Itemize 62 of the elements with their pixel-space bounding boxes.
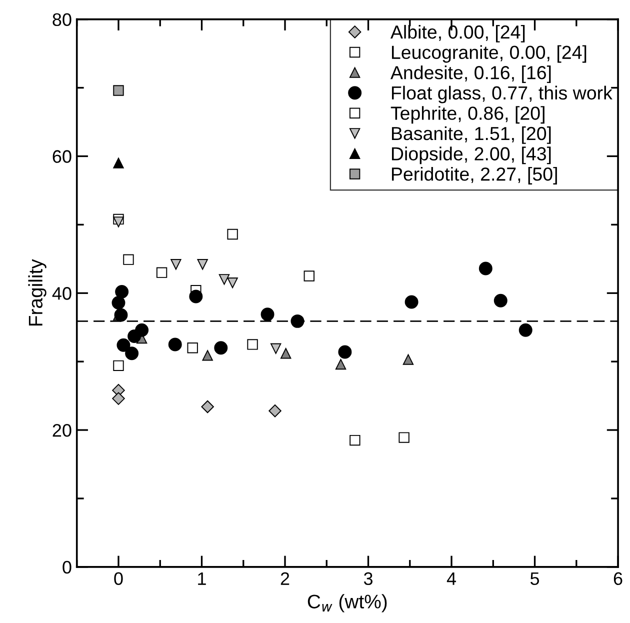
point bbox=[201, 400, 214, 414]
point bbox=[113, 158, 124, 168]
point bbox=[404, 295, 418, 309]
point bbox=[518, 323, 532, 337]
point bbox=[338, 345, 352, 359]
point bbox=[168, 338, 182, 352]
x-tick-label: 2 bbox=[280, 572, 290, 585]
point bbox=[123, 254, 134, 265]
point bbox=[227, 278, 238, 288]
point bbox=[335, 358, 346, 370]
point bbox=[350, 434, 360, 446]
point bbox=[187, 342, 198, 354]
point bbox=[197, 259, 208, 270]
x-tick-label: 4 bbox=[446, 572, 456, 585]
point bbox=[247, 339, 258, 350]
point bbox=[125, 346, 139, 360]
legend-label: Tephrite, 0.86, [20] bbox=[390, 106, 544, 124]
point bbox=[116, 338, 130, 352]
legend-label: Float glass, 0.77, this work bbox=[392, 86, 612, 104]
y-tick-label: 0 bbox=[62, 560, 72, 574]
legend-label: Leucogranite, 0.00, [24] bbox=[392, 45, 586, 63]
legend-label: Basanite, 1.51, [20] bbox=[392, 126, 551, 144]
y-axis-title: Fragility bbox=[28, 259, 46, 326]
y-tick-label: 40 bbox=[52, 287, 72, 300]
point bbox=[135, 323, 149, 337]
y-tick-label: 60 bbox=[52, 150, 72, 163]
point bbox=[113, 216, 124, 228]
point bbox=[202, 350, 213, 361]
point bbox=[113, 85, 124, 96]
point bbox=[478, 262, 492, 276]
legend-label: Peridotite, 2.27, [50] bbox=[392, 166, 557, 184]
point bbox=[112, 392, 125, 405]
x-tick-label: 1 bbox=[198, 572, 206, 585]
point bbox=[218, 274, 230, 285]
x-tick-label: 0 bbox=[114, 572, 123, 586]
point bbox=[268, 404, 282, 418]
legend-label: Andesite, 0.16, [16] bbox=[390, 66, 551, 83]
point bbox=[304, 270, 314, 282]
point bbox=[115, 285, 129, 298]
point bbox=[114, 308, 128, 322]
point bbox=[494, 294, 508, 308]
point bbox=[113, 360, 124, 372]
x-tick-label: 3 bbox=[364, 572, 372, 586]
point bbox=[227, 228, 238, 240]
point bbox=[270, 343, 282, 354]
point bbox=[170, 259, 182, 270]
legend-label: Albite, 0.00, [24] bbox=[390, 24, 525, 42]
x-tick-label: 6 bbox=[614, 572, 622, 586]
point bbox=[214, 341, 228, 355]
point bbox=[280, 348, 292, 359]
point bbox=[402, 354, 414, 365]
legend-label: Diopside, 2.00, [43] bbox=[392, 146, 551, 164]
point bbox=[260, 308, 274, 322]
point bbox=[290, 314, 304, 328]
y-tick-label: 20 bbox=[52, 424, 72, 437]
x-axis-title: C$_{w}$ (wt%) bbox=[308, 594, 387, 612]
x-tick-label: 5 bbox=[530, 572, 540, 586]
point bbox=[156, 267, 168, 278]
point bbox=[189, 290, 203, 304]
y-tick-label: 80 bbox=[52, 13, 72, 26]
point bbox=[112, 296, 126, 310]
point bbox=[398, 432, 410, 443]
